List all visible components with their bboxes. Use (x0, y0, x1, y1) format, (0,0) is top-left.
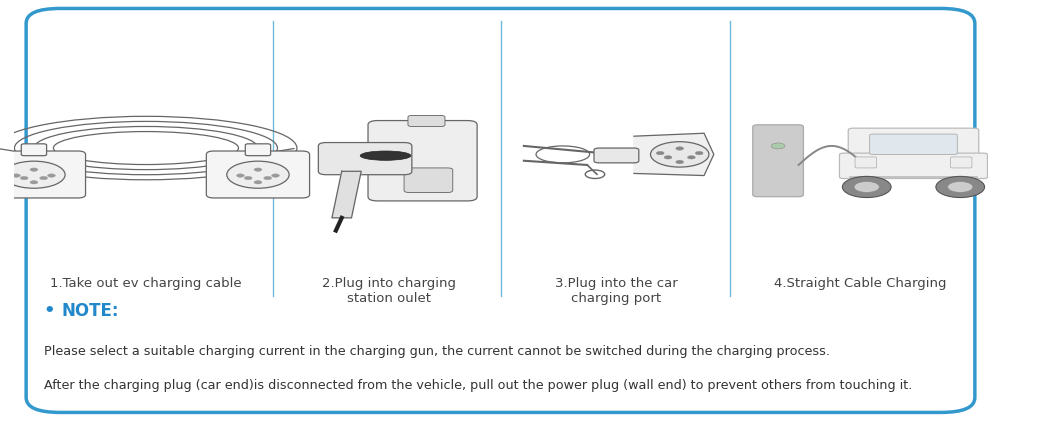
FancyBboxPatch shape (207, 151, 310, 198)
Circle shape (13, 174, 20, 177)
Circle shape (695, 151, 703, 155)
Circle shape (665, 156, 672, 159)
Circle shape (30, 168, 38, 171)
Text: NOTE:: NOTE: (61, 302, 119, 321)
Circle shape (651, 142, 709, 167)
FancyBboxPatch shape (21, 144, 47, 156)
Text: 4.Straight Cable Charging: 4.Straight Cable Charging (774, 277, 947, 290)
FancyBboxPatch shape (318, 143, 412, 175)
Text: •: • (43, 302, 55, 321)
FancyBboxPatch shape (840, 153, 988, 179)
Circle shape (264, 176, 271, 180)
Circle shape (236, 174, 244, 177)
Circle shape (854, 181, 880, 192)
FancyBboxPatch shape (848, 128, 978, 159)
FancyBboxPatch shape (594, 148, 639, 163)
FancyBboxPatch shape (951, 157, 972, 168)
Circle shape (254, 168, 262, 171)
Circle shape (40, 176, 48, 180)
FancyBboxPatch shape (408, 115, 445, 126)
Circle shape (948, 181, 973, 192)
FancyBboxPatch shape (855, 157, 877, 168)
FancyBboxPatch shape (245, 144, 270, 156)
Text: After the charging plug (car end)is disconnected from the vehicle, pull out the : After the charging plug (car end)is disc… (43, 379, 912, 392)
Circle shape (20, 176, 28, 180)
Circle shape (936, 176, 985, 198)
Circle shape (688, 156, 695, 159)
Ellipse shape (360, 151, 411, 160)
Text: 3.Plug into the car
charging port: 3.Plug into the car charging port (555, 277, 677, 305)
FancyBboxPatch shape (0, 151, 86, 198)
Polygon shape (634, 133, 713, 176)
Text: 2.Plug into charging
station oulet: 2.Plug into charging station oulet (322, 277, 457, 305)
FancyBboxPatch shape (869, 134, 957, 154)
FancyBboxPatch shape (753, 125, 803, 197)
FancyBboxPatch shape (368, 121, 477, 201)
FancyBboxPatch shape (404, 168, 453, 192)
Circle shape (772, 143, 784, 149)
Circle shape (676, 160, 684, 164)
Circle shape (30, 181, 38, 184)
Circle shape (656, 151, 665, 155)
Circle shape (271, 174, 280, 177)
Circle shape (244, 176, 252, 180)
Circle shape (3, 161, 65, 188)
FancyBboxPatch shape (26, 8, 975, 412)
Text: Please select a suitable charging current in the charging gun, the current canno: Please select a suitable charging curren… (43, 345, 830, 358)
Circle shape (676, 147, 684, 150)
Circle shape (843, 176, 891, 198)
Circle shape (227, 161, 289, 188)
Circle shape (254, 181, 262, 184)
Text: 1.Take out ev charging cable: 1.Take out ev charging cable (50, 277, 242, 290)
Polygon shape (332, 171, 361, 218)
Circle shape (48, 174, 55, 177)
